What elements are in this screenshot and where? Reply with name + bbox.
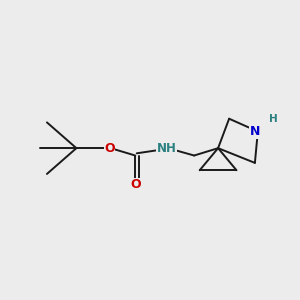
Text: O: O bbox=[130, 178, 141, 191]
Text: H: H bbox=[269, 114, 278, 124]
Text: N: N bbox=[250, 125, 260, 138]
Text: O: O bbox=[104, 142, 115, 155]
Text: NH: NH bbox=[157, 142, 176, 155]
